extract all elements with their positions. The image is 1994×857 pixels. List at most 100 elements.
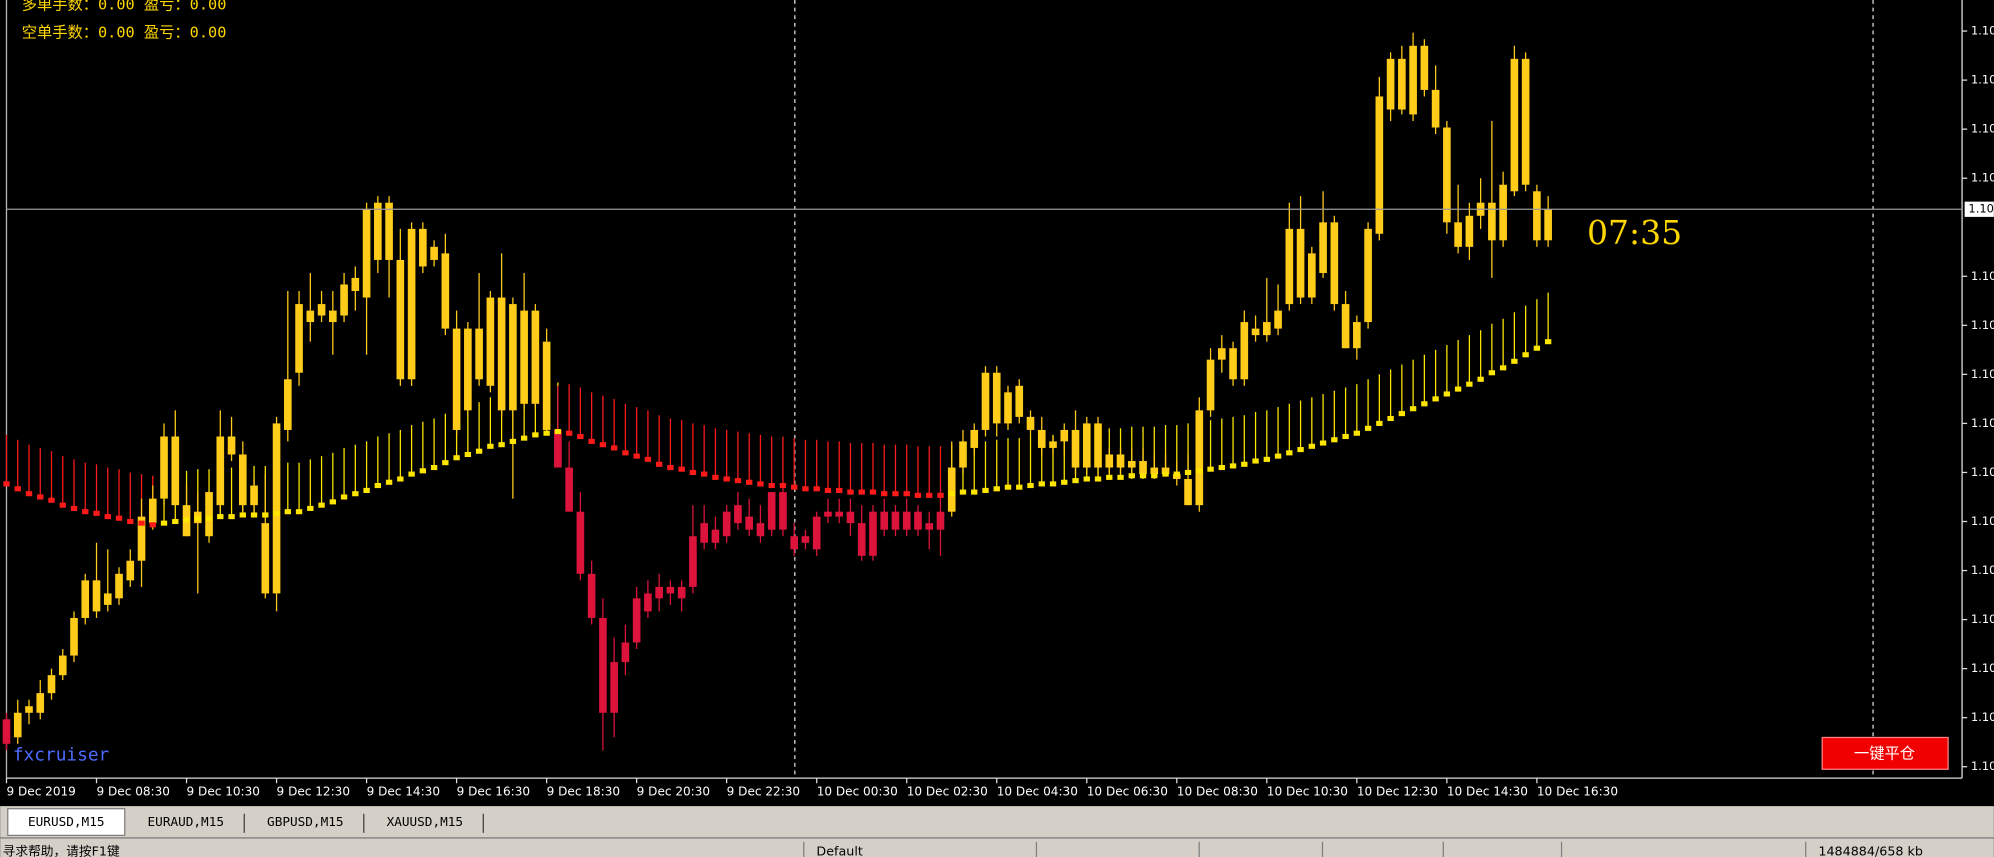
ma-point [791,484,798,490]
candle-body [610,662,618,713]
ma-point [1387,415,1394,422]
ma-point [565,430,573,436]
candle-body [1364,228,1372,323]
candle-body [13,712,22,738]
candle-body [1094,423,1102,468]
candle-body [801,536,810,543]
ma-point [655,461,663,467]
ma-point [1443,391,1451,397]
ma-point [25,491,33,497]
candle-body [374,202,382,260]
candle-body [542,341,551,430]
ma-point [3,481,10,487]
ma-point [1454,386,1462,392]
candle-body [655,586,663,599]
tab[interactable]: EURAUD,M15 [148,814,224,829]
ma-point [363,487,370,493]
candle-body [306,310,315,323]
ma-point [1241,461,1248,467]
candle-body [1150,467,1159,475]
candle-body [947,467,956,512]
x-tick-label: 9 Dec 22:30 [727,785,800,799]
ma-point [160,520,168,526]
ma-point [599,442,607,448]
y-tick-label: 1.10 [1971,318,1994,332]
candle-body [261,523,270,594]
candle-body [1308,253,1316,298]
ma-point [1061,479,1068,485]
candle-body [970,429,979,448]
y-tick-label: 1.10 [1971,514,1994,528]
candle-body [216,436,225,506]
candle-body [632,598,641,643]
candle-body [1375,96,1384,234]
close-all-button[interactable]: 一键平仓 [1821,736,1949,770]
ma-point [475,448,483,454]
ma-point [1207,466,1214,472]
ma-point [768,482,775,489]
ma-point [397,476,404,482]
candle-body [475,328,483,380]
tab[interactable]: EURUSD,M15 [28,814,104,829]
candle-body [362,209,371,298]
ma-point [1342,433,1349,440]
ma-point [813,486,820,492]
candle-body [756,523,765,537]
ma-point [453,455,460,461]
ma-point [1218,465,1225,471]
candle-body [497,297,506,411]
y-tick-label: 1.10 [1971,171,1994,185]
candle-body [824,511,832,517]
ma-point [1049,481,1057,487]
ma-point [127,518,134,525]
candle-body [520,310,528,404]
ma-point [746,479,753,485]
ma-point [959,489,967,495]
candle-body [1544,209,1552,241]
candle-body [1060,429,1069,442]
candle-body [1330,222,1339,305]
button-background[interactable] [1821,736,1949,770]
ma-point [70,505,78,511]
tab-active[interactable] [7,808,126,837]
candle-body [666,586,675,594]
candle-body [464,328,472,411]
tab[interactable]: GBPUSD,M15 [267,814,343,829]
ma-point [408,471,415,477]
candle-body [711,529,720,543]
ma-point [352,491,359,497]
candle-body [148,498,157,524]
ma-point [1533,345,1541,351]
candle-body [812,516,821,550]
ma-point [700,471,708,477]
ma-point [82,509,89,515]
ma-point [1173,471,1180,477]
candle-body [767,492,776,530]
candle-body [1533,191,1541,241]
tab[interactable]: XAUUSD,M15 [387,814,463,829]
y-tick-label: 1.10 [1971,612,1994,626]
candle-body [419,228,427,267]
ma-point [1083,476,1090,482]
button-label[interactable]: 一键平仓 [1854,745,1915,763]
y-tick-label: 1.10 [1971,563,1994,577]
ma-point [104,514,111,520]
x-tick-label: 10 Dec 08:30 [1177,785,1258,799]
candle-body [81,580,90,618]
ma-point [1252,458,1259,464]
y-tick-label: 1.10 [1971,759,1994,773]
current-price-label: 1.10 [1968,202,1993,216]
bar-timer: 07:35 [1587,213,1682,252]
ma-point [374,482,382,489]
ma-point [644,456,652,462]
candle-body [283,379,292,430]
candle-body [340,284,348,316]
candle-body [25,706,33,713]
candle-body [914,511,922,530]
x-tick-label: 10 Dec 00:30 [817,785,898,799]
candle-body [1082,423,1091,468]
candle-body [171,436,180,506]
y-tick-label: 1.10 [1971,710,1994,724]
ma-point [1072,478,1079,484]
